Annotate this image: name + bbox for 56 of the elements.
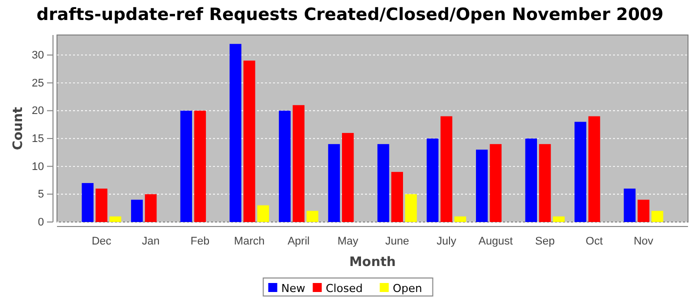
bar [651, 210, 664, 222]
y-axis-title: Count [11, 106, 26, 150]
bar [243, 60, 256, 222]
y-tick-label: 5 [38, 188, 44, 201]
x-tick-label: August [478, 235, 513, 248]
x-tick-label: July [436, 235, 457, 248]
bar [257, 205, 270, 222]
x-tick-label: Dec [92, 235, 112, 248]
bar [144, 194, 157, 222]
y-tick-label: 30 [32, 50, 44, 62]
y-tick-label: 15 [32, 133, 44, 146]
chart-title: drafts-update-ref Requests Created/Closed/Open November 2009 [36, 5, 664, 25]
bar [588, 116, 600, 222]
bar [539, 144, 551, 222]
x-tick-label: Oct [586, 235, 603, 248]
x-tick-label: Nov [634, 235, 654, 248]
bar [638, 200, 650, 222]
x-axis-title: Month [349, 255, 396, 270]
bar [490, 144, 502, 222]
bar [342, 132, 354, 222]
bar [180, 110, 192, 222]
x-tick-label: June [385, 235, 410, 248]
legend-label: Closed [326, 282, 363, 295]
bar [552, 216, 565, 222]
x-tick-label: Sep [535, 235, 555, 248]
y-tick-label: 20 [32, 105, 44, 118]
bar [292, 105, 304, 222]
y-tick-label: 0 [38, 216, 44, 229]
bar [405, 194, 417, 222]
legend-label: New [281, 282, 306, 295]
bar [391, 172, 404, 222]
x-tick-label: Feb [190, 235, 210, 248]
bar [328, 144, 340, 222]
bar [454, 216, 466, 222]
y-tick-label: 10 [32, 160, 44, 173]
bar [306, 210, 318, 222]
bar [194, 110, 206, 222]
bar [278, 110, 291, 222]
x-tick-label: May [337, 235, 359, 248]
bar [525, 138, 538, 222]
x-tick-label: March [234, 235, 265, 248]
y-tick-label: 25 [32, 77, 44, 90]
bar [82, 183, 94, 222]
bar [131, 200, 143, 222]
bar [476, 150, 488, 222]
bar [230, 44, 242, 222]
bar [440, 116, 452, 222]
bar [109, 216, 122, 222]
bar [96, 188, 108, 222]
x-tick-label: April [288, 235, 310, 248]
legend-label: Open [392, 282, 422, 295]
bar [426, 138, 438, 222]
bar [574, 122, 586, 222]
bar [377, 144, 390, 222]
bar [624, 188, 636, 222]
x-tick-label: Jan [142, 235, 160, 248]
